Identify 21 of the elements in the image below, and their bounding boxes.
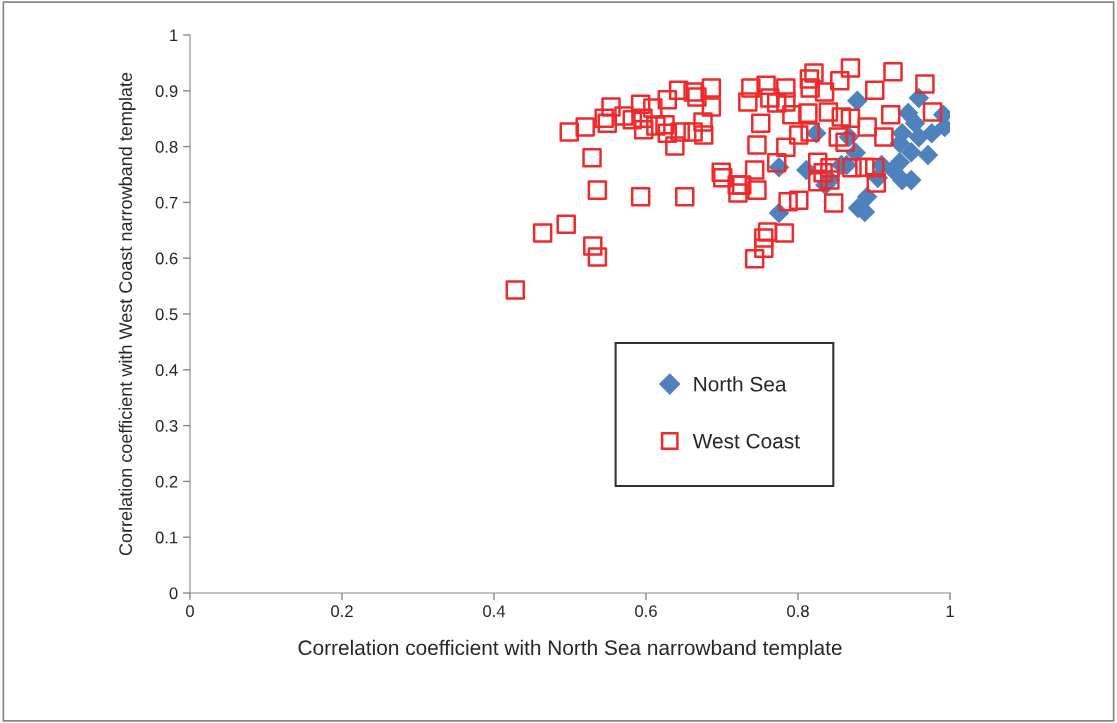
y-tick-label: 0.5 bbox=[155, 308, 178, 321]
y-tick-label: 0 bbox=[169, 587, 178, 600]
x-tick-label: 0.4 bbox=[483, 605, 506, 618]
y-tick-label: 0.6 bbox=[155, 252, 178, 265]
x-tick-label: 0.8 bbox=[787, 605, 809, 618]
x-tick-label: 0.6 bbox=[635, 605, 657, 618]
y-tick-label: 0.9 bbox=[155, 85, 178, 97]
legend-label: North Sea bbox=[694, 376, 787, 392]
legend-label: West Coast bbox=[692, 433, 800, 449]
y-tick-label: 1 bbox=[170, 29, 178, 42]
x-tick-label: 1 bbox=[946, 605, 954, 617]
x-tick-label: 0 bbox=[186, 605, 194, 618]
y-tick-label: 0.4 bbox=[155, 364, 178, 376]
y-tick-label: 0.8 bbox=[155, 141, 178, 153]
y-axis-title: Correlation coefficient with West Coast narrowband template bbox=[118, 72, 136, 556]
y-tick-label: 0.2 bbox=[155, 475, 178, 488]
y-tick-label: 0.7 bbox=[155, 196, 178, 209]
y-tick-label: 0.3 bbox=[155, 420, 178, 432]
x-axis-title: Correlation coefficient with North Sea narrowband template bbox=[298, 639, 842, 660]
x-tick-label: 0.2 bbox=[331, 605, 353, 618]
y-tick-label: 0.1 bbox=[155, 531, 178, 544]
